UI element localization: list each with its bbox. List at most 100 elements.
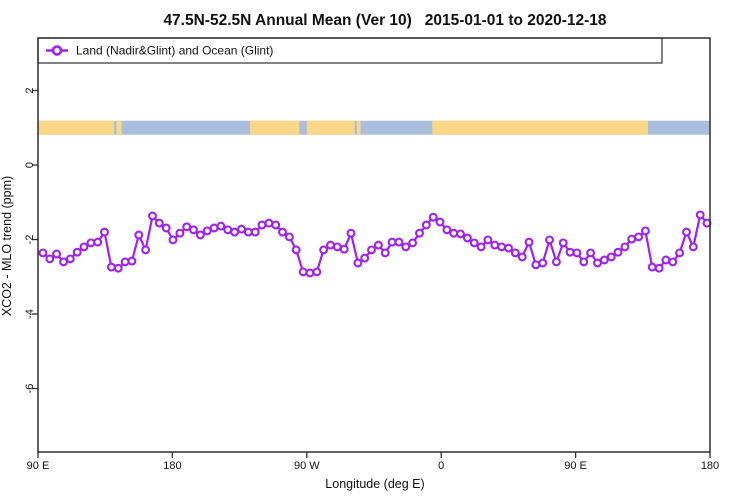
x-tick-label: 180 (701, 460, 719, 472)
data-point (688, 242, 698, 252)
data-point (86, 238, 96, 248)
axis-ticks: 90 E 180 90 W 0 90 E 180 2 0 -2 -4 -6 (24, 87, 719, 472)
data-point (326, 240, 335, 250)
data-point (93, 237, 103, 247)
data-point (675, 248, 685, 258)
data-point (305, 268, 315, 278)
data-point (449, 228, 459, 238)
data-point (421, 220, 431, 230)
data-point (524, 237, 534, 247)
data-point (154, 218, 164, 228)
data-point (237, 224, 246, 234)
data-point (250, 227, 260, 237)
land-strip-segment (250, 120, 300, 135)
y-tick-label: -2 (24, 235, 36, 245)
data-point (661, 255, 671, 265)
land-ocean-band (38, 120, 710, 135)
data-point (346, 228, 356, 238)
data-point (579, 257, 589, 267)
data-point (504, 243, 513, 253)
land-strip-segment (38, 120, 115, 135)
land-strip-segment (116, 120, 122, 135)
legend-marker-icon (51, 45, 63, 56)
data-point (339, 244, 349, 254)
data-point (401, 242, 411, 252)
data-point (106, 262, 116, 272)
data-point (257, 220, 267, 230)
data-point (380, 248, 390, 258)
data-point (408, 238, 418, 248)
chart-title: 47.5N-52.5N Annual Mean (Ver 10) 2015-01… (163, 12, 606, 29)
x-axis-title: Longitude (deg E) (325, 477, 424, 491)
data-point (332, 242, 342, 252)
data-point (545, 235, 554, 245)
data-point (476, 242, 486, 252)
data-point (572, 248, 582, 258)
data-point (148, 211, 157, 221)
x-tick-label: 90 E (27, 460, 50, 472)
data-point (175, 228, 185, 238)
data-point (415, 228, 424, 238)
data-point (682, 227, 691, 237)
data-point (551, 257, 561, 267)
data-point (189, 225, 198, 235)
data-point (668, 257, 678, 267)
data-point (442, 225, 452, 235)
data-point (182, 222, 192, 232)
data-point (469, 238, 479, 248)
data-point (72, 247, 82, 257)
data-point (134, 230, 144, 240)
data-point (606, 252, 616, 262)
data-point (695, 210, 705, 220)
data-point (291, 245, 301, 255)
data-point (490, 240, 500, 250)
data-point (593, 258, 602, 268)
data-point (428, 212, 438, 222)
data-point (456, 229, 465, 239)
data-point (613, 247, 623, 257)
land-strip-segment (432, 120, 649, 135)
x-tick-label: 90 E (564, 460, 587, 472)
legend-label: Land (Nadir&Glint) and Ocean (Glint) (76, 44, 273, 58)
data-point (394, 237, 404, 247)
x-tick-label: 180 (163, 460, 181, 472)
data-point (271, 220, 281, 230)
data-point (298, 267, 308, 277)
data-point (59, 257, 68, 267)
y-tick-label: 2 (24, 87, 36, 93)
data-point (538, 258, 548, 268)
data-point (640, 226, 650, 236)
data-point (586, 248, 596, 258)
data-point (510, 248, 520, 258)
land-strip-segment (306, 120, 355, 135)
data-point (79, 242, 89, 252)
data-point (620, 242, 630, 252)
data-point (284, 232, 294, 242)
data-point (462, 233, 472, 243)
series-line (38, 213, 708, 275)
data-point (647, 262, 657, 272)
data-point (312, 267, 322, 277)
data-point (654, 263, 664, 273)
y-tick-label: -6 (24, 384, 36, 394)
data-point (168, 235, 178, 245)
data-point (367, 245, 376, 255)
data-point (52, 249, 62, 259)
data-point (435, 217, 445, 227)
data-point (45, 254, 55, 264)
data-point (517, 252, 527, 262)
data-point (120, 257, 130, 267)
data-point (100, 227, 109, 237)
data-point (319, 245, 329, 255)
data-point (373, 240, 383, 250)
data-point (565, 247, 575, 257)
data-point (113, 263, 123, 273)
data-point (278, 227, 287, 237)
data-point (65, 254, 75, 264)
legend-box (37, 37, 663, 64)
data-point (558, 238, 568, 248)
data-point (353, 258, 363, 268)
data-point (195, 230, 205, 240)
